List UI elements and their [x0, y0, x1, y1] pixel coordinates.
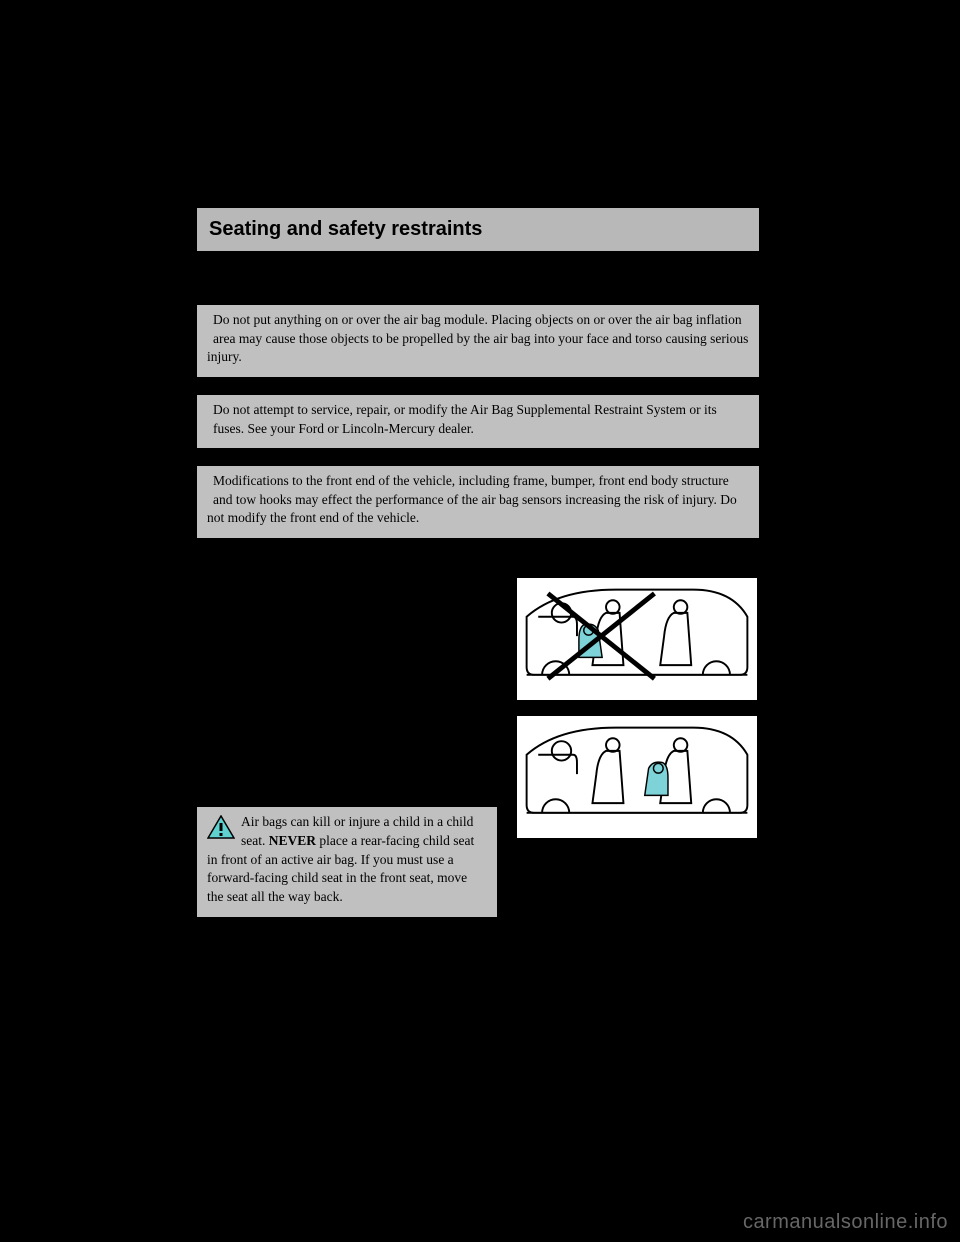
warning-box-1: Do not put anything on or over the air b… [197, 305, 759, 377]
right-column [515, 576, 759, 917]
two-column-layout: Children and air bags For additional imp… [197, 576, 759, 917]
body-paragraph-1: For additional important safety informat… [197, 601, 497, 638]
page-content: Seating and safety restraints Do not put… [197, 208, 759, 917]
warning-text-3: Modifications to the front end of the ve… [207, 473, 737, 525]
warning-text-2: Do not attempt to service, repair, or mo… [213, 402, 717, 436]
body-paragraph-2: Children must always be properly restrai… [197, 642, 497, 735]
warning-icon [207, 815, 235, 845]
warning-box-2: Do not attempt to service, repair, or mo… [197, 395, 759, 448]
diagram-correct [515, 714, 759, 840]
warning-narrow-bold: NEVER [269, 833, 316, 848]
page-number: 102 [197, 1050, 220, 1066]
warning-box-narrow: Air bags can kill or injure a child in a… [197, 807, 497, 916]
warning-box-3: Modifications to the front end of the ve… [197, 466, 759, 538]
section-header: Seating and safety restraints [197, 208, 759, 251]
subsection-title: Children and air bags [197, 576, 497, 593]
warning-text-1: Do not put anything on or over the air b… [207, 312, 748, 364]
diagram-incorrect [515, 576, 759, 702]
section-title: Seating and safety restraints [209, 218, 747, 241]
left-column: Children and air bags For additional imp… [197, 576, 497, 917]
watermark: carmanualsonline.info [743, 1211, 948, 1234]
